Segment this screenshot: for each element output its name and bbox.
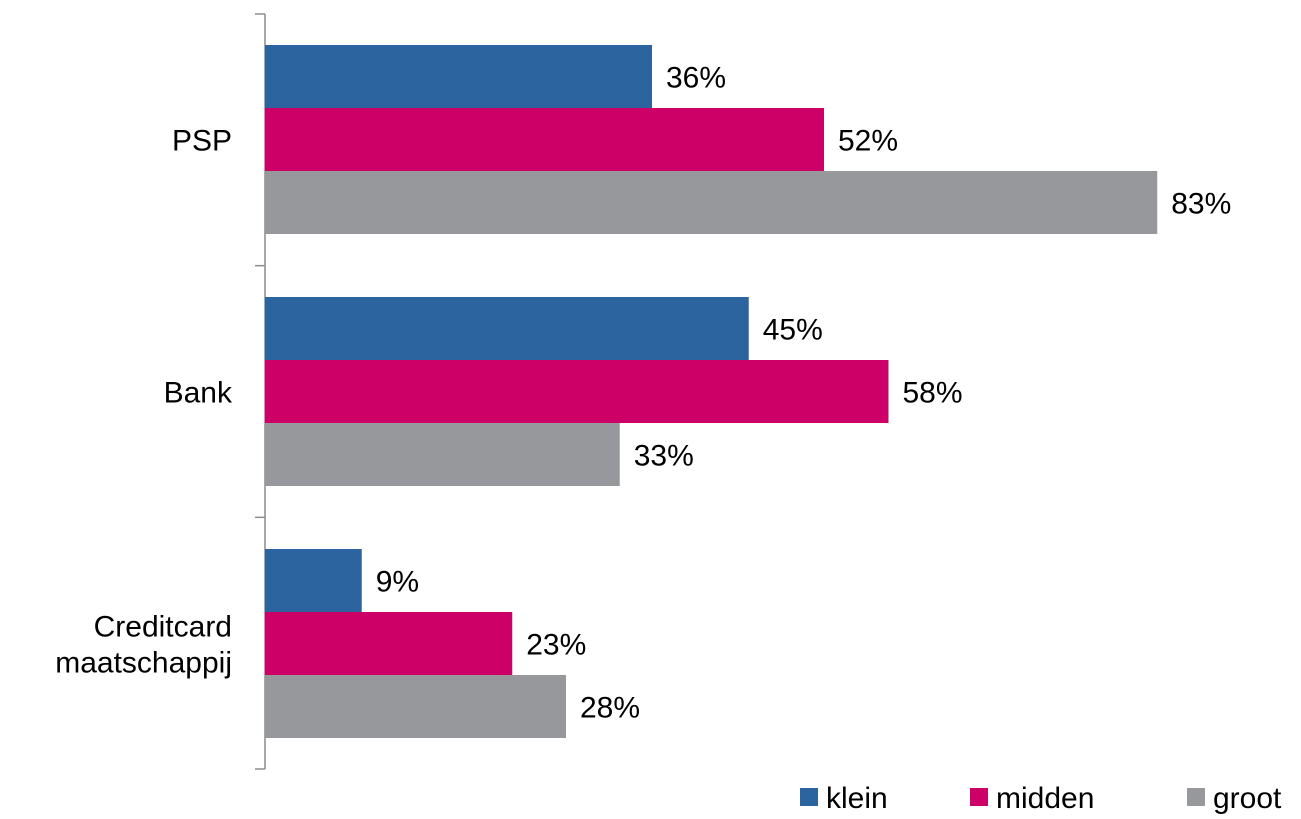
category-label-line: PSP — [172, 125, 232, 158]
category-labels-layer: PSP Bank Creditcard maatschappij — [55, 125, 233, 680]
bar-midden-1 — [265, 360, 889, 423]
legend-swatch-klein — [800, 788, 818, 806]
legend: klein midden groot — [800, 782, 1282, 815]
data-label-groot-0: 83% — [1171, 188, 1231, 221]
bar-klein-1 — [265, 297, 749, 360]
bar-klein-2 — [265, 549, 362, 612]
data-labels-layer: 36% 52% 83% 45% 58% 33% 9% 23% 28% — [376, 62, 1232, 725]
data-label-klein-0: 36% — [666, 62, 726, 95]
data-label-klein-1: 45% — [763, 314, 823, 347]
bar-groot-0 — [265, 171, 1158, 234]
data-label-groot-1: 33% — [634, 440, 694, 473]
legend-label-klein: klein — [826, 782, 888, 814]
category-label: Bank — [164, 377, 233, 410]
data-label-midden-0: 52% — [838, 125, 898, 158]
category-label: Creditcard maatschappij — [55, 611, 232, 680]
legend-swatch-groot — [1187, 788, 1205, 806]
legend-swatch-midden — [970, 788, 988, 806]
data-label-groot-2: 28% — [580, 692, 640, 725]
category-label-line: maatschappij — [55, 647, 232, 680]
bars-layer — [265, 45, 1158, 738]
axis-layer — [255, 13, 266, 770]
legend-label-groot: groot — [1213, 782, 1282, 814]
data-label-klein-2: 9% — [376, 566, 419, 599]
category-label-line: Bank — [164, 377, 233, 410]
data-label-midden-1: 58% — [903, 377, 963, 410]
bar-midden-0 — [265, 108, 824, 171]
bar-groot-2 — [265, 675, 566, 738]
legend-label-midden: midden — [996, 782, 1094, 814]
bar-groot-1 — [265, 423, 620, 486]
category-label: PSP — [172, 125, 232, 158]
bar-klein-0 — [265, 45, 652, 108]
data-label-midden-2: 23% — [526, 629, 586, 662]
bar-midden-2 — [265, 612, 513, 675]
category-label-line: Creditcard — [94, 611, 232, 644]
